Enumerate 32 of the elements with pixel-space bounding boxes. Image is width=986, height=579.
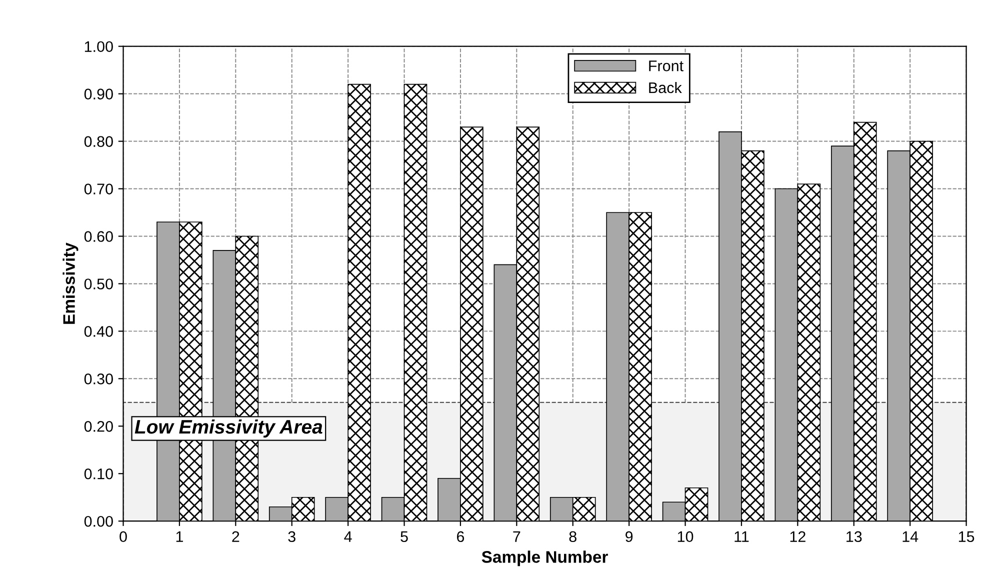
x-tick-label: 7 [513,531,520,542]
y-tick-label: 0.90 [84,88,113,100]
x-tick-label: 4 [344,531,352,542]
x-tick-label: 11 [734,531,749,542]
x-tick-label: 6 [456,531,464,542]
y-tick-label: 0.50 [84,278,113,290]
legend-label: Back [649,82,682,94]
legend-label: Front [649,60,684,72]
y-tick-label: 0.10 [84,468,113,480]
y-tick-label: 0.20 [84,421,113,432]
y-tick-label: 0.40 [84,326,113,337]
x-tick-label: 1 [176,531,183,542]
x-tick-label: 2 [232,531,240,542]
x-axis-title: Sample Number [482,550,608,566]
y-tick-label: 0.00 [84,516,113,527]
x-tick-label: 3 [288,531,296,542]
y-axis-title: Emissivity [62,242,78,324]
x-tick-label: 13 [846,531,862,542]
x-tick-label: 0 [120,531,127,542]
band-label: Low Emissivity Area [134,419,322,438]
y-tick-label: 1.00 [84,41,113,52]
y-tick-label: 0.60 [84,231,113,242]
x-tick-label: 5 [400,531,408,542]
y-tick-label: 0.70 [84,184,113,194]
y-tick-label: 0.80 [84,136,113,147]
x-tick-label: 12 [790,531,806,542]
x-tick-label: 10 [678,531,694,542]
x-tick-label: 8 [569,531,576,542]
x-tick-label: 14 [902,531,918,542]
x-tick-label: 9 [626,531,633,542]
y-tick-label: 0.30 [84,374,113,384]
x-tick-label: 15 [958,531,974,542]
